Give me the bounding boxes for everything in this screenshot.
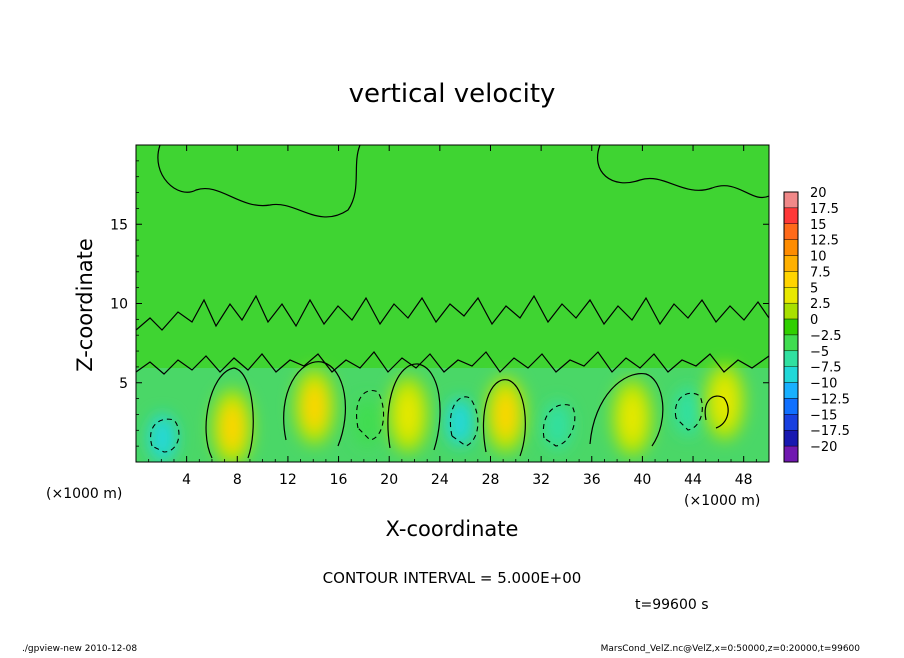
time-label: t=99600 s <box>635 597 709 613</box>
x-tick-label: 40 <box>633 472 651 488</box>
colorbar-label: −17.5 <box>810 424 850 439</box>
updraft-cell-2 <box>294 368 335 445</box>
downdraft-cell-3 <box>446 398 475 447</box>
colorbar-swatch <box>783 239 799 256</box>
contour-zero-layer <box>136 294 769 331</box>
x-tick-label: 24 <box>431 472 449 488</box>
colorbar-label: −2.5 <box>810 329 842 344</box>
colorbar-label: −10 <box>810 377 837 392</box>
colorbar-swatch <box>783 318 799 336</box>
colorbar-label: 2.5 <box>810 297 831 312</box>
updraft-cell-core <box>303 382 326 431</box>
contour-lines <box>136 145 769 459</box>
colorbar-label: −7.5 <box>810 361 842 376</box>
downdraft-cell-1 <box>148 414 177 462</box>
x-tick-label: 20 <box>380 472 398 488</box>
x-tick-label: 16 <box>330 472 348 488</box>
updraft-cell-core <box>713 377 736 426</box>
updraft-cell-core <box>621 393 644 442</box>
contour-downdraft-4 <box>542 404 576 447</box>
x-tick-label: 4 <box>182 472 191 488</box>
x-tick-label: 32 <box>532 472 550 488</box>
contour-updraft-6 <box>704 395 729 429</box>
contour-updraft-3 <box>387 363 441 451</box>
updraft-cell-1 <box>212 389 253 462</box>
colorbar-label: 20 <box>810 186 827 201</box>
colorbar-swatch <box>783 271 799 288</box>
colorbar-swatch <box>783 302 799 320</box>
contour-downdraft-2 <box>356 390 385 441</box>
colorbar-swatch <box>783 414 799 431</box>
colorbar: 2017.51512.5107.552.50−2.5−5−7.5−10−12.5… <box>783 186 850 463</box>
contour-upper-boundary <box>157 145 361 218</box>
colorbar-label: −15 <box>810 408 837 423</box>
updraft-cell-4 <box>485 376 526 453</box>
colorbar-swatch <box>783 445 799 463</box>
plot-area <box>136 145 769 462</box>
colorbar-swatch <box>783 430 799 447</box>
contour-updraft-4 <box>482 379 526 457</box>
contour-interval: CONTOUR INTERVAL = 5.000E+00 <box>323 569 582 587</box>
downdraft-cell-2 <box>353 398 382 447</box>
chart-title: vertical velocity <box>349 79 556 109</box>
colorbar-frame <box>783 191 799 463</box>
colorbar-label: 12.5 <box>810 234 839 249</box>
updraft-cells <box>212 363 745 462</box>
x-tick-label: 8 <box>233 472 242 488</box>
contour-upper-boundary-2 <box>597 145 769 199</box>
contour-updraft-2 <box>283 361 347 447</box>
contour-downdraft-3 <box>450 396 479 447</box>
y-tick-label: 5 <box>119 376 128 392</box>
updraft-cell-5 <box>612 379 653 456</box>
colorbar-swatch <box>783 287 799 304</box>
updraft-cell-6 <box>704 363 745 440</box>
contour-negative-lines <box>150 390 703 453</box>
updraft-cell-core <box>221 403 244 452</box>
colorbar-label: 7.5 <box>810 265 831 280</box>
colorbar-swatch <box>783 223 799 240</box>
contour-updraft-5 <box>589 373 664 447</box>
x-unit-label-left: (×1000 m) <box>46 486 122 502</box>
y-tick-label: 15 <box>110 217 128 233</box>
footer-right: MarsCond_VelZ.nc@VelZ,x=0:50000,z=0:2000… <box>601 644 861 654</box>
updraft-cell-core <box>397 390 420 439</box>
colorbar-label: 15 <box>810 218 827 233</box>
downdraft-cell-4 <box>543 401 572 450</box>
colorbar-swatch <box>783 207 799 224</box>
colorbar-swatch <box>783 350 799 367</box>
x-axis: 4 8 12 16 20 24 28 32 36 40 44 48 <box>148 145 757 488</box>
x-tick-label: 12 <box>279 472 297 488</box>
updraft-cell-3 <box>388 376 429 453</box>
footer-left: ./gpview-new 2010-12-08 <box>22 644 137 654</box>
colorbar-swatch <box>783 382 799 399</box>
colorbar-swatch <box>783 366 799 383</box>
colorbar-label: 17.5 <box>810 202 839 217</box>
colorbar-swatch <box>783 255 799 272</box>
contour-updraft-1 <box>205 367 254 459</box>
x-unit-label-right: (×1000 m) <box>684 493 760 509</box>
contour-downdraft-5 <box>674 392 703 431</box>
colorbar-swatch <box>783 398 799 415</box>
colorbar-label: −12.5 <box>810 392 850 407</box>
colorbar-swatch <box>783 334 799 352</box>
x-tick-label: 44 <box>684 472 702 488</box>
updraft-cell-core <box>494 390 517 439</box>
contour-downdraft-1 <box>150 418 180 453</box>
x-tick-label: 48 <box>735 472 753 488</box>
colorbar-label: 10 <box>810 250 827 265</box>
colorbar-swatch <box>783 191 799 209</box>
colorbar-label: −5 <box>810 345 829 360</box>
x-axis-label: X-coordinate <box>386 517 519 541</box>
colorbar-label: 0 <box>810 313 818 328</box>
x-tick-label: 36 <box>583 472 601 488</box>
y-axis-label: Z-coordinate <box>73 238 97 372</box>
x-tick-label: 28 <box>482 472 500 488</box>
y-tick-label: 10 <box>110 297 128 313</box>
contour-lower-layer <box>136 351 769 375</box>
y-axis: 5 10 15 <box>110 160 769 447</box>
colorbar-label: 5 <box>810 281 818 296</box>
colorbar-label: −20 <box>810 440 837 455</box>
